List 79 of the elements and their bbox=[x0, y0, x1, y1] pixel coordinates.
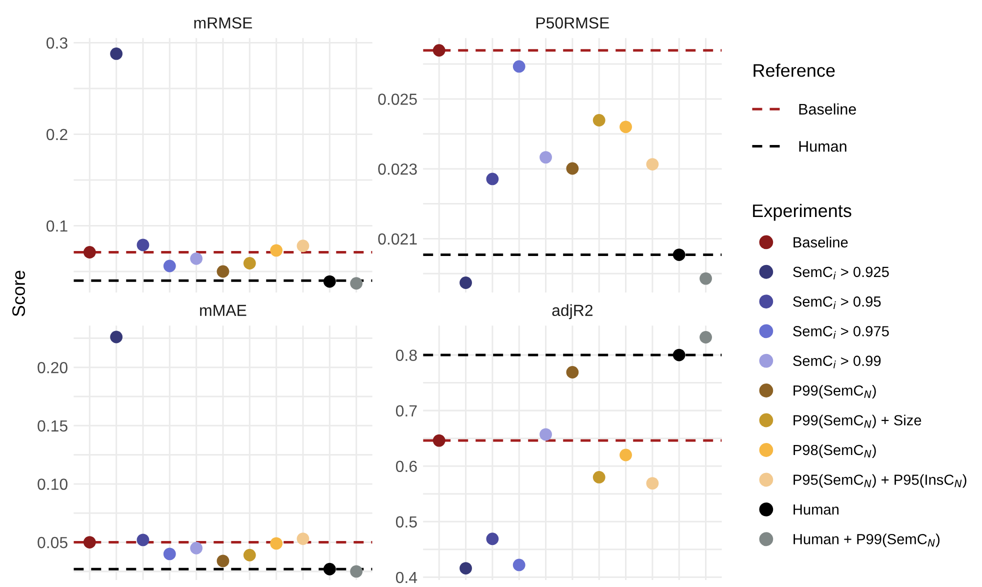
point bbox=[136, 534, 150, 546]
point bbox=[486, 172, 499, 186]
point bbox=[646, 158, 659, 170]
y-tick-label: 0.15 bbox=[38, 420, 68, 432]
point bbox=[672, 248, 686, 261]
point bbox=[216, 554, 230, 568]
point bbox=[432, 434, 446, 447]
y-axis-title: Score bbox=[12, 270, 26, 316]
point bbox=[296, 532, 310, 545]
legend-label: SemC$_{i}$ > 0.95 bbox=[793, 296, 881, 309]
y-tick-label: 0.6 bbox=[396, 460, 417, 472]
y-tick-label: 0.5 bbox=[396, 516, 417, 528]
point bbox=[512, 60, 526, 73]
chart-title: adjR2 bbox=[552, 304, 592, 320]
point bbox=[270, 537, 283, 550]
point bbox=[460, 276, 472, 289]
text: Reference bbox=[754, 64, 835, 77]
point bbox=[620, 448, 632, 462]
legend-label: Human bbox=[799, 141, 846, 152]
legend-title: Experiments bbox=[753, 204, 852, 221]
point bbox=[270, 244, 283, 257]
y-tick-label: 0.1 bbox=[46, 220, 68, 232]
point bbox=[136, 238, 150, 252]
y-tick-label: 0.4 bbox=[396, 572, 418, 584]
point bbox=[190, 252, 203, 265]
y-tick-label: 0.10 bbox=[38, 478, 68, 490]
point bbox=[460, 562, 472, 575]
point bbox=[592, 471, 606, 484]
legend-label: SemC$_{i}$ > 0.925 bbox=[793, 266, 889, 280]
point bbox=[486, 532, 499, 546]
chart-title: P50RMSE bbox=[536, 17, 610, 29]
chart-title: mMAE bbox=[200, 304, 246, 316]
chart-title: mRMSE bbox=[194, 17, 252, 29]
y-tick-label: 0.20 bbox=[38, 362, 68, 374]
point bbox=[190, 542, 203, 554]
legend-label: Baseline bbox=[799, 103, 856, 115]
legend-label: P95(SemC$_{N}$) + P95(InsC$_{N}$) bbox=[794, 474, 966, 488]
legend-label: SemC$_{i}$ > 0.975 bbox=[793, 326, 889, 339]
point bbox=[540, 428, 552, 441]
point bbox=[296, 240, 310, 252]
point bbox=[243, 257, 256, 270]
y-tick-label: 0.2 bbox=[46, 128, 68, 140]
legend-label: P99(SemC$_{N}$) bbox=[794, 384, 876, 399]
y-tick-label: 0.023 bbox=[378, 163, 417, 175]
point bbox=[350, 277, 363, 290]
legend-label: P98(SemC$_{N}$) bbox=[794, 444, 876, 458]
point bbox=[620, 120, 632, 134]
legend-label: Baseline bbox=[794, 236, 848, 248]
point bbox=[432, 44, 446, 57]
y-tick-label: 0.3 bbox=[46, 37, 68, 49]
point bbox=[110, 330, 123, 344]
point bbox=[323, 275, 336, 288]
point bbox=[163, 260, 176, 272]
point bbox=[566, 366, 579, 378]
legend-label: Human + P99(SemC$_{N}$) bbox=[794, 534, 940, 548]
point bbox=[672, 348, 686, 362]
legend-label: Human bbox=[794, 504, 838, 515]
point bbox=[512, 558, 526, 572]
point bbox=[163, 548, 176, 560]
point bbox=[83, 246, 96, 258]
y-tick-label: 0.7 bbox=[396, 405, 417, 417]
point bbox=[646, 477, 659, 490]
point bbox=[700, 331, 712, 344]
legend-label: P99(SemC$_{N}$) + Size bbox=[794, 414, 922, 428]
point bbox=[216, 265, 230, 278]
y-tick-label: 0.021 bbox=[378, 233, 417, 245]
point bbox=[83, 536, 96, 548]
point bbox=[323, 562, 336, 576]
point bbox=[350, 565, 363, 578]
point bbox=[592, 114, 606, 126]
y-tick-label: 0.8 bbox=[396, 350, 417, 361]
point bbox=[540, 151, 552, 164]
legend-label: SemC$_{i}$ > 0.99 bbox=[793, 356, 881, 368]
point bbox=[700, 272, 712, 285]
point bbox=[243, 548, 256, 562]
point bbox=[110, 48, 123, 60]
y-tick-label: 0.05 bbox=[38, 536, 68, 548]
point bbox=[566, 162, 579, 175]
y-tick-label: 0.025 bbox=[378, 94, 417, 105]
